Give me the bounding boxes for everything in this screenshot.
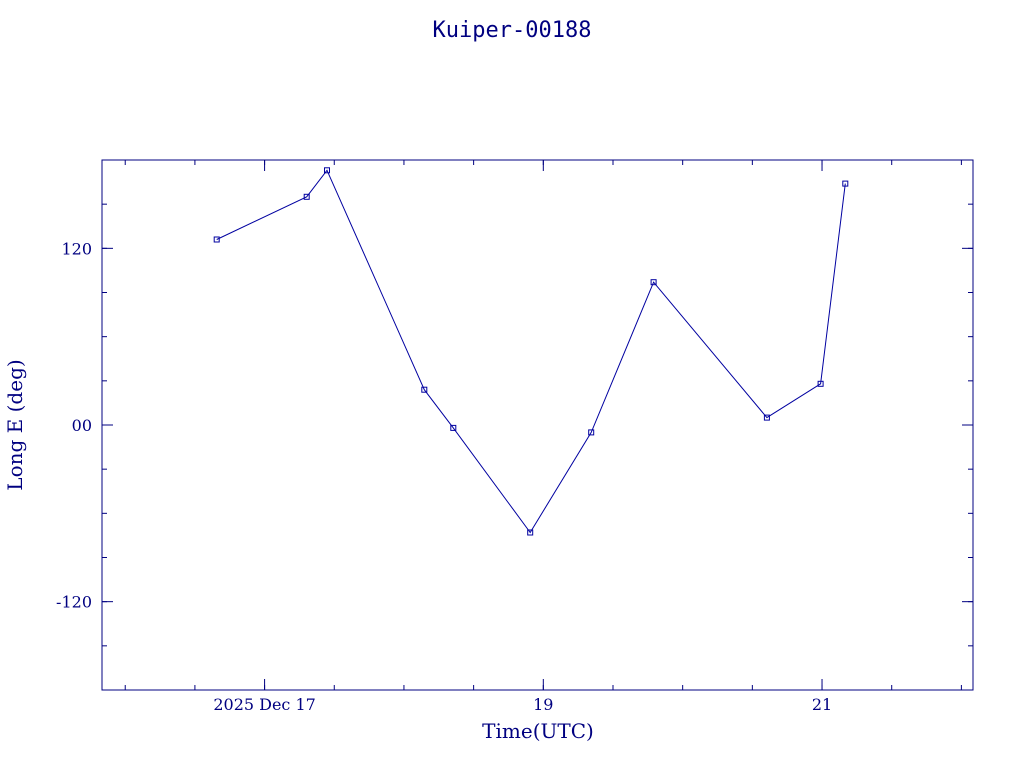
data-point-marker [324, 167, 330, 174]
y-tick-label: 120 [61, 239, 92, 258]
x-tick-label: 19 [533, 695, 553, 714]
y-major-ticks: 120 00 -120 [56, 239, 973, 612]
data-point-marker [650, 279, 657, 286]
data-point-marker [842, 180, 849, 187]
data-point-marker [213, 236, 220, 243]
x-tick-label: 21 [812, 695, 832, 714]
chart-title: Kuiper-00188 [433, 18, 592, 43]
x-axis-title: Time(UTC) [482, 719, 594, 743]
data-point-marker [303, 193, 310, 200]
data-point-marker [527, 529, 534, 536]
y-minor-ticks [102, 159, 973, 691]
y-axis-title: Long E (deg) [3, 359, 27, 490]
x-tick-label: 2025 Dec 17 [213, 695, 316, 714]
series-line [216, 169, 846, 534]
x-minor-ticks [124, 160, 962, 690]
data-point-marker [450, 424, 457, 431]
plot-frame [101, 159, 974, 691]
data-point-marker [421, 386, 428, 393]
x-major-ticks: 2025 Dec 17 19 21 [213, 160, 832, 714]
data-point-marker [588, 429, 595, 436]
data-point-marker [763, 414, 770, 421]
y-tick-label: 00 [72, 416, 92, 435]
y-tick-label: -120 [56, 593, 92, 612]
series-layer [213, 167, 849, 536]
data-point-marker [817, 380, 824, 387]
